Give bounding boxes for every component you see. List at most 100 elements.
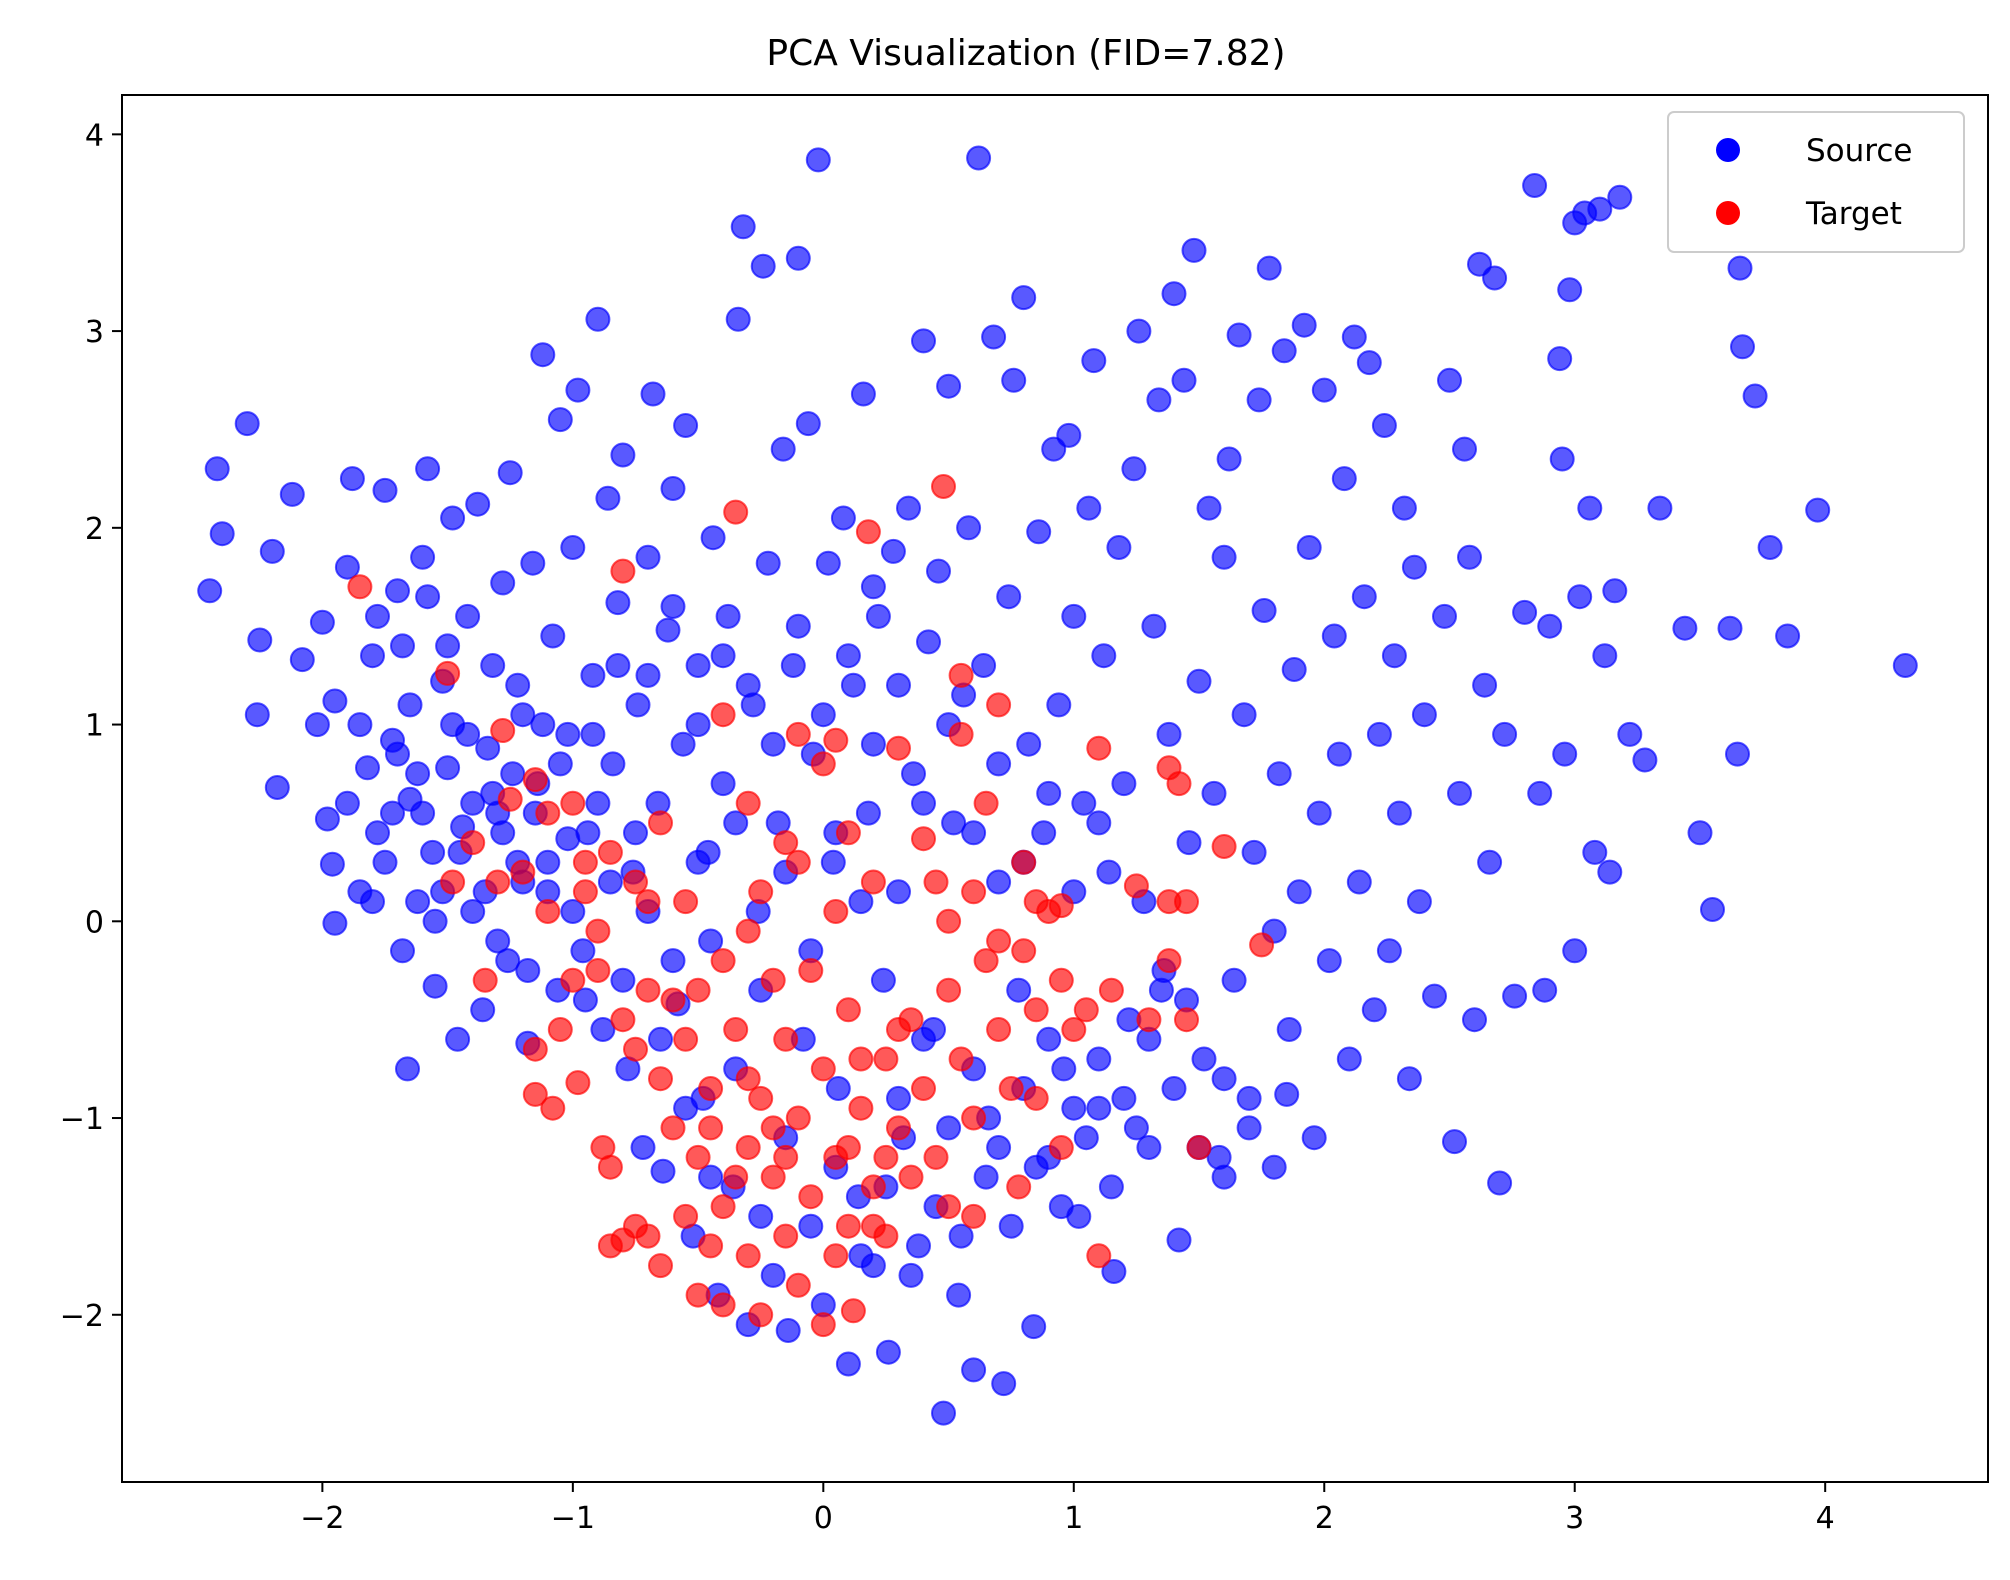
source-point <box>1700 897 1725 922</box>
source-point <box>309 609 335 635</box>
source-point <box>1006 977 1032 1003</box>
target-point <box>723 1164 749 1190</box>
source-point <box>1587 196 1613 222</box>
target-point <box>522 1036 548 1062</box>
source-point <box>1274 1081 1300 1107</box>
source-point <box>1472 672 1498 698</box>
source-point <box>1487 1170 1513 1196</box>
source-point <box>244 702 270 728</box>
source-point <box>1775 623 1801 649</box>
source-point <box>1326 741 1352 767</box>
source-point <box>1647 495 1673 521</box>
source-point <box>710 771 736 797</box>
target-point <box>823 1243 849 1269</box>
source-point <box>1592 643 1618 669</box>
source-point <box>490 570 516 596</box>
source-point <box>204 456 230 482</box>
y-tick-label: −1 <box>60 1102 104 1137</box>
target-point <box>835 997 861 1023</box>
target-point <box>873 1046 899 1072</box>
source-point <box>1181 237 1207 263</box>
source-point <box>415 456 441 482</box>
source-point <box>1401 554 1427 580</box>
source-point <box>1123 1115 1149 1141</box>
source-point <box>570 938 596 964</box>
source-point <box>355 755 380 781</box>
source-point <box>1211 1164 1237 1190</box>
legend-label-target: Target <box>1805 196 1902 232</box>
source-point <box>1106 535 1132 560</box>
series-source <box>197 145 1918 1426</box>
source-point <box>1311 377 1337 403</box>
target-point <box>673 1026 699 1052</box>
source-point <box>445 1026 471 1052</box>
source-point <box>410 800 436 826</box>
x-tick-label: 3 <box>1565 1501 1584 1536</box>
source-point <box>1361 997 1387 1023</box>
source-point <box>886 1085 911 1111</box>
source-point <box>1341 324 1367 350</box>
source-point <box>750 253 776 279</box>
source-point <box>610 442 636 468</box>
source-point <box>1086 1095 1112 1121</box>
source-point <box>440 712 466 738</box>
source-point <box>590 1017 616 1042</box>
target-point <box>735 1243 761 1269</box>
target-point <box>948 662 974 688</box>
source-point <box>1171 367 1197 393</box>
x-tick-label: 4 <box>1816 1501 1835 1536</box>
source-point <box>936 373 962 399</box>
source-point <box>635 662 661 688</box>
target-point <box>572 849 598 875</box>
source-point <box>1537 613 1563 639</box>
source-point <box>385 741 410 767</box>
target-point <box>848 1095 874 1121</box>
source-point <box>495 948 521 974</box>
target-point <box>860 869 886 895</box>
source-point <box>597 869 623 895</box>
source-point <box>585 790 611 816</box>
source-point <box>1557 277 1583 303</box>
target-point <box>785 1105 811 1131</box>
source-point <box>1356 350 1382 376</box>
source-point <box>1742 383 1768 409</box>
source-point <box>1730 334 1755 360</box>
source-point <box>530 712 556 738</box>
source-point <box>1156 721 1182 747</box>
target-point <box>660 1115 686 1141</box>
source-point <box>610 967 636 993</box>
source-point <box>1306 800 1332 826</box>
source-point <box>390 938 415 964</box>
source-point <box>815 550 841 576</box>
source-point <box>197 578 223 604</box>
target-point <box>560 967 586 993</box>
source-point <box>715 603 741 629</box>
source-point <box>1266 761 1292 787</box>
target-point <box>1174 1007 1199 1033</box>
target-point <box>986 928 1012 954</box>
source-point <box>460 790 486 816</box>
source-point <box>1562 938 1588 964</box>
target-point <box>961 879 987 905</box>
target-point <box>785 1272 811 1298</box>
source-point <box>365 820 390 846</box>
source-point <box>470 997 496 1023</box>
source-point <box>1148 977 1174 1003</box>
source-point <box>1301 1125 1327 1151</box>
source-point <box>830 505 856 531</box>
target-point <box>660 987 686 1013</box>
source-point <box>948 1223 974 1249</box>
target-point <box>547 1017 573 1042</box>
target-point <box>936 1194 962 1220</box>
target-point <box>472 967 498 993</box>
source-point <box>1447 780 1472 806</box>
target-point <box>1006 1174 1032 1200</box>
target-point <box>1136 1007 1162 1033</box>
source-point <box>1136 1135 1162 1160</box>
source-point <box>735 672 761 698</box>
source-point <box>1141 613 1167 639</box>
legend-box <box>1667 111 1965 253</box>
y-tick-label: 0 <box>85 905 104 940</box>
source-point <box>886 672 911 698</box>
